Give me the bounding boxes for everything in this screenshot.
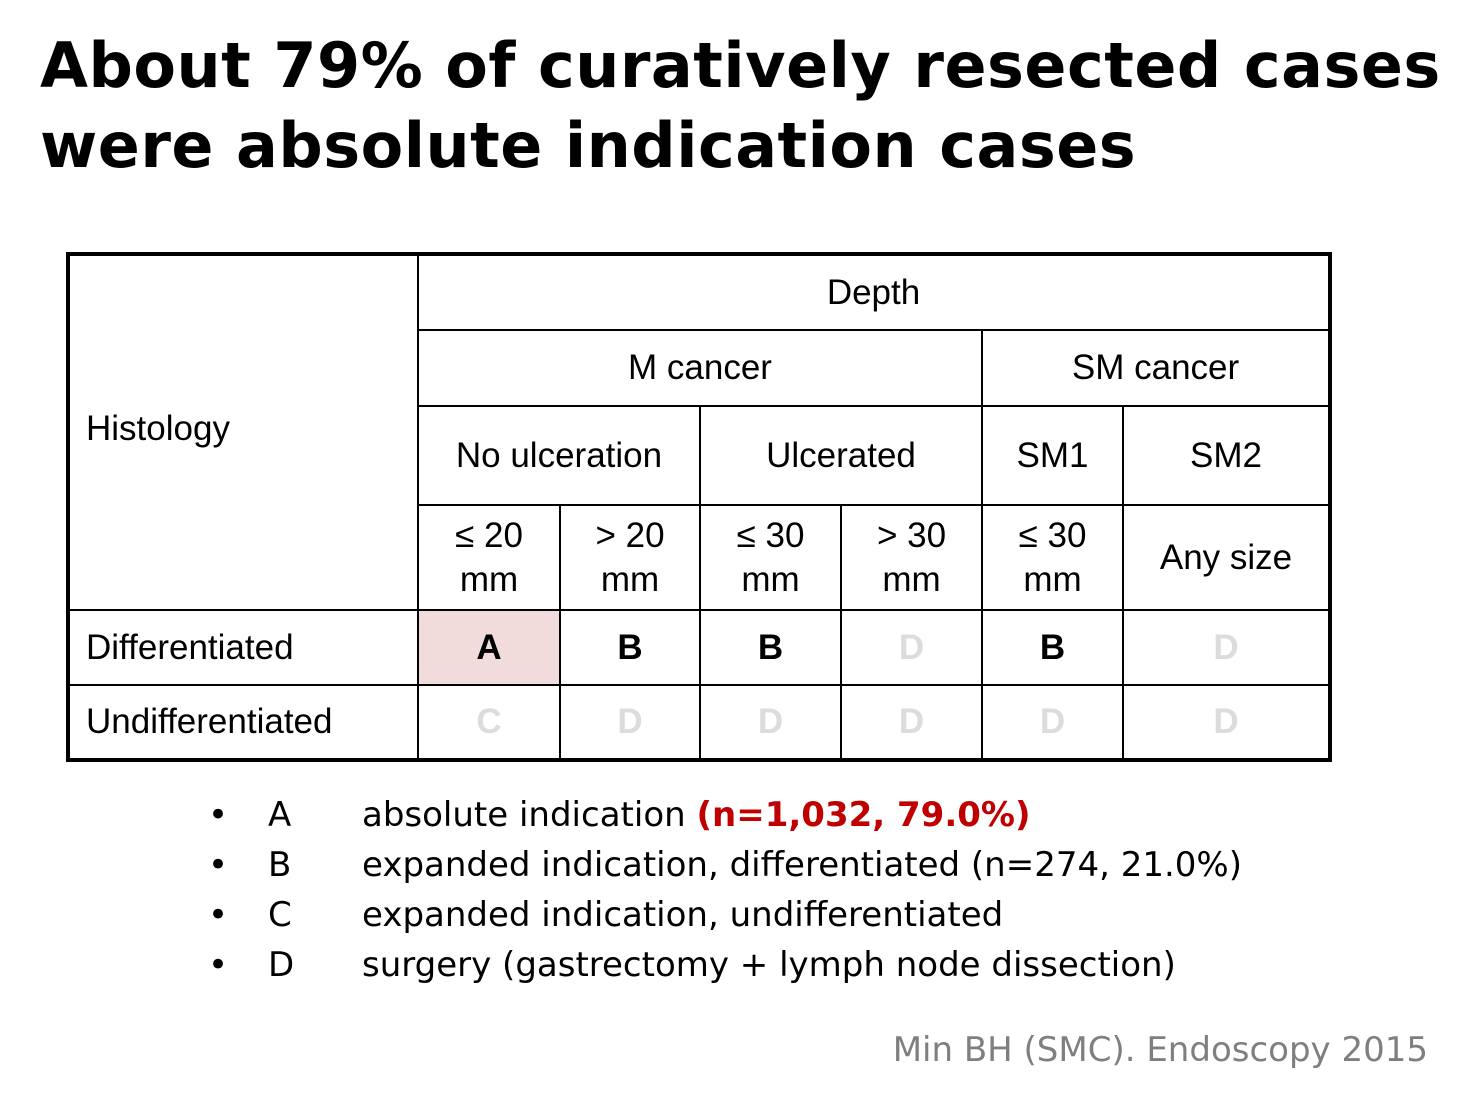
size-header: > 20 mm	[559, 504, 701, 611]
size-header-unit: mm	[741, 559, 800, 599]
indication-table: Histology Depth M cancer SM cancer No ul…	[66, 252, 1333, 762]
size-header: ≤ 30 mm	[699, 504, 842, 611]
size-header-value: ≤ 30	[1018, 515, 1087, 555]
size-header-unit: mm	[459, 559, 519, 599]
legend-text: absolute indication	[362, 795, 697, 835]
indication-cell-faded: D	[1121, 684, 1332, 761]
indication-cell-faded: D	[559, 684, 701, 761]
indication-cell-faded: C	[417, 684, 561, 761]
legend-highlight: (n=1,032, 79.0%)	[696, 795, 1031, 835]
legend-key: C	[268, 895, 292, 935]
size-header-unit: mm	[882, 559, 941, 599]
bullet-icon: •	[208, 795, 229, 835]
indication-cell: B	[981, 609, 1124, 686]
bullet-icon: •	[208, 845, 229, 885]
indication-cell-a: A	[417, 609, 561, 686]
slide-title-line-1: About 79% of curatively resected cases	[40, 29, 1441, 102]
citation: Min BH (SMC). Endoscopy 2015	[892, 1030, 1428, 1070]
indication-cell-faded: D	[840, 609, 983, 686]
size-header-value: > 30	[876, 515, 947, 555]
legend-description: surgery (gastrectomy + lymph node dissec…	[362, 945, 1176, 985]
legend-description: expanded indication, differentiated (n=2…	[362, 845, 1242, 885]
sm1-header: SM1	[981, 405, 1124, 506]
legend-key: A	[268, 795, 292, 835]
size-header-value: ≤ 30	[736, 515, 805, 555]
legend-key: B	[268, 845, 292, 885]
table-row: Differentiated A B B D B D	[67, 609, 1332, 686]
size-header-value: ≤ 20	[455, 515, 523, 555]
depth-header: Depth	[416, 253, 1332, 331]
size-header-value: > 20	[595, 515, 665, 555]
indication-cell-faded: D	[840, 684, 983, 761]
histology-header: Histology	[67, 253, 419, 611]
size-header: Any size	[1121, 504, 1332, 611]
indication-cell: B	[699, 609, 842, 686]
slide-title-line-2: were absolute indication cases	[40, 109, 1137, 182]
size-header-unit: mm	[1023, 559, 1082, 599]
legend-key: D	[268, 945, 295, 985]
row-label-differentiated: Differentiated	[67, 609, 419, 686]
slide-title: About 79% of curatively resected cases w…	[40, 26, 1440, 186]
legend-description: absolute indication (n=1,032, 79.0%)	[362, 790, 1031, 840]
size-header-unit: mm	[600, 559, 660, 599]
size-header: > 30 mm	[840, 504, 983, 611]
indication-cell-faded: D	[981, 684, 1124, 761]
legend-description: expanded indication, undifferentiated	[362, 895, 1004, 935]
size-header: ≤ 20 mm	[417, 504, 561, 611]
indication-cell-faded: D	[1121, 609, 1332, 686]
sm2-header: SM2	[1121, 405, 1332, 506]
table-row: Undifferentiated C D D D D D	[67, 684, 1332, 761]
size-header: ≤ 30 mm	[981, 504, 1124, 611]
no-ulceration-header: No ulceration	[417, 405, 701, 506]
row-label-undifferentiated: Undifferentiated	[67, 684, 419, 761]
bullet-icon: •	[208, 945, 229, 985]
ulcerated-header: Ulcerated	[699, 405, 983, 506]
bullet-icon: •	[208, 895, 229, 935]
size-header-value: Any size	[1159, 537, 1293, 577]
indication-cell-faded: D	[699, 684, 842, 761]
sm-cancer-header: SM cancer	[980, 329, 1332, 407]
m-cancer-header: M cancer	[417, 329, 983, 407]
indication-cell: B	[559, 609, 701, 686]
